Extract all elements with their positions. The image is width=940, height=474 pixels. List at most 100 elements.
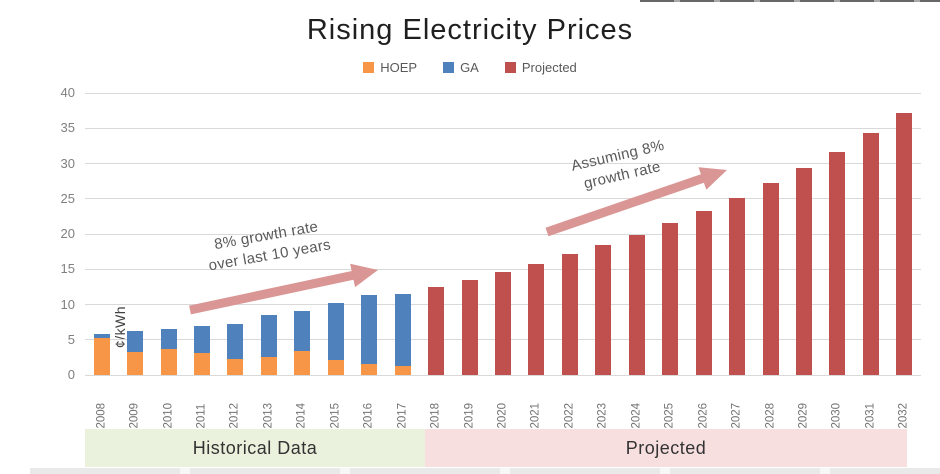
bar-ga-2014 (294, 310, 311, 352)
bar-projected-2024 (628, 234, 645, 375)
legend-swatch-projected-icon (504, 62, 516, 73)
bar-hoep-2015 (327, 359, 344, 375)
x-tick-label-2030: 2030 (830, 402, 843, 429)
bar-projected-2030 (829, 151, 846, 375)
x-tick-label-2022: 2022 (563, 402, 576, 429)
bottom-edge-artifact (30, 468, 940, 474)
gridline-40 (85, 92, 921, 94)
bar-ga-2011 (194, 325, 211, 354)
bar-projected-2021 (528, 263, 545, 375)
bar-hoep-2012 (227, 358, 244, 375)
band-label: Historical Data (192, 437, 318, 458)
arrow-shape (545, 167, 727, 237)
bar-projected-2023 (595, 245, 612, 375)
legend-swatch-hoep-icon (363, 62, 375, 73)
x-tick-label-2026: 2026 (697, 402, 710, 429)
bar-ga-2012 (227, 323, 244, 359)
plot-area: ¢/kWh 0 5 10 15 20 25 30 35 40 2008 2009 2010 2011 20… (61, 85, 921, 429)
legend-label: GA (460, 60, 479, 75)
bar-projected-2018 (428, 286, 445, 375)
legend-item-projected: Projected (504, 60, 577, 75)
legend-label: Projected (521, 60, 577, 75)
gridline-30 (85, 163, 921, 164)
legend-item-ga: GA (443, 60, 479, 75)
x-tick-label-2014: 2014 (295, 402, 308, 429)
x-tick-label-2020: 2020 (496, 402, 509, 429)
top-edge-artifact (640, 0, 940, 2)
bar-ga-2013 (260, 315, 277, 358)
x-tick-label-2008: 2008 (95, 402, 108, 429)
bar-projected-2031 (862, 133, 879, 375)
x-tick-label-2031: 2031 (864, 402, 877, 429)
x-tick-label-2017: 2017 (396, 402, 409, 429)
x-tick-label-2018: 2018 (429, 402, 442, 429)
arrow-shape (189, 263, 378, 315)
growth-arrow-historical-icon (189, 263, 378, 315)
x-tick-label-2023: 2023 (596, 402, 609, 429)
y-tick-label-5: 5 (67, 331, 75, 347)
x-tick-label-2028: 2028 (764, 402, 777, 429)
x-tick-label-2013: 2013 (262, 402, 275, 429)
x-tick-label-2010: 2010 (162, 402, 175, 429)
gridline-25 (85, 198, 921, 200)
growth-arrow-projected-icon (545, 167, 727, 237)
x-tick-label-2027: 2027 (730, 402, 743, 429)
x-tick-label-2025: 2025 (663, 402, 676, 429)
y-tick-label-25: 25 (60, 190, 75, 206)
legend-swatch-ga-icon (443, 62, 455, 73)
legend: HOEP GA Projected (0, 60, 940, 75)
bar-projected-2026 (695, 211, 712, 375)
y-tick-label-0: 0 (67, 367, 75, 382)
bar-hoep-2016 (361, 363, 378, 375)
bar-projected-2027 (729, 198, 746, 375)
y-tick-label-35: 35 (60, 120, 75, 136)
gridline-0 (85, 374, 921, 376)
bar-projected-2029 (795, 167, 812, 375)
bar-projected-2032 (896, 112, 913, 375)
bar-projected-2025 (662, 223, 679, 375)
bar-projected-2020 (495, 272, 511, 375)
bar-projected-2022 (561, 254, 578, 375)
bar-hoep-2008 (93, 338, 110, 375)
x-tick-label-2032: 2032 (897, 402, 910, 429)
band-projected: Projected (425, 429, 907, 467)
bar-projected-2019 (461, 279, 478, 375)
x-tick-label-2016: 2016 (362, 402, 375, 429)
bar-projected-2028 (762, 183, 779, 375)
band-label: Projected (625, 437, 707, 458)
y-tick-label-20: 20 (60, 226, 75, 241)
gridline-15 (85, 268, 921, 270)
bar-hoep-2011 (194, 353, 211, 375)
y-tick-label-10: 10 (60, 296, 75, 312)
y-tick-label-30: 30 (60, 155, 75, 171)
x-tick-label-2015: 2015 (329, 402, 342, 429)
x-tick-label-2029: 2029 (797, 402, 810, 429)
chart-title: Rising Electricity Prices (306, 14, 634, 46)
bar-hoep-2009 (127, 352, 144, 375)
bar-hoep-2014 (294, 351, 311, 375)
x-tick-label-2012: 2012 (228, 402, 241, 429)
bar-ga-2017 (394, 293, 411, 366)
y-tick-label-40: 40 (60, 85, 75, 100)
bar-hoep-2013 (260, 357, 277, 375)
gridline-20 (85, 233, 921, 235)
gridline-35 (85, 127, 921, 129)
bar-ga-2016 (361, 295, 378, 364)
legend-item-hoep: HOEP (363, 60, 417, 75)
x-tick-label-2021: 2021 (529, 402, 542, 429)
bar-ga-2008 (93, 334, 110, 339)
bar-ga-2015 (327, 303, 344, 360)
x-tick-label-2011: 2011 (195, 403, 208, 429)
y-tick-label-15: 15 (60, 261, 75, 277)
x-tick-label-2024: 2024 (630, 402, 643, 429)
legend-label: HOEP (380, 60, 418, 75)
bar-hoep-2010 (160, 348, 177, 375)
x-tick-label-2019: 2019 (463, 402, 476, 429)
bar-ga-2010 (160, 329, 177, 349)
bar-ga-2009 (127, 330, 144, 353)
x-tick-label-2009: 2009 (128, 402, 141, 429)
y-axis-title: ¢/kWh (112, 305, 128, 349)
bar-hoep-2017 (394, 365, 411, 375)
band-historical-data: Historical Data (85, 429, 425, 467)
